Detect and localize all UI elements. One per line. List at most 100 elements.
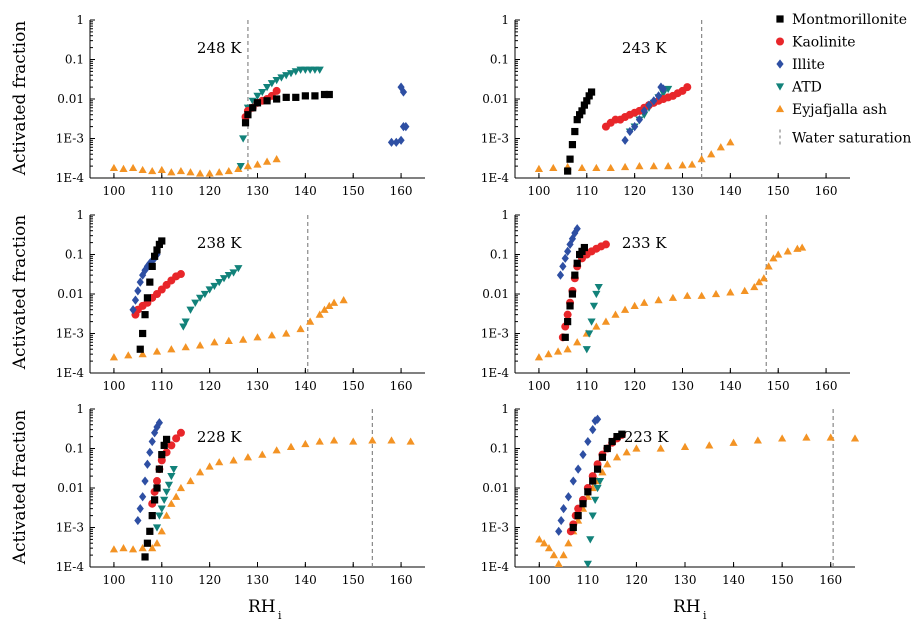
point-eyjafjalla-ash [205,169,214,177]
x-tick-label: 100 [102,184,125,198]
point-kaolinite [683,83,692,92]
x-tick-label: 160 [390,184,413,198]
panel-223-k: 1 0.1 0.01 1E-3 1E-4 100 110 120 130 140 150 160 223… [481,402,860,587]
point-illite [387,137,396,147]
series-kaolinite [131,270,185,319]
x-axis-label-right-sub: i [703,609,707,622]
point-eyjafjalla-ash [802,433,811,441]
x-tick-label: 160 [815,379,838,393]
y-tick-label: 1E-3 [481,521,509,535]
point-montmorillonite [579,500,587,508]
point-montmorillonite [566,155,574,163]
series-kaolinite [601,83,692,131]
point-atd [585,330,594,338]
point-illite [593,414,602,424]
x-tick-label: 140 [719,379,742,393]
point-eyjafjalla-ash [215,168,224,176]
point-eyjafjalla-ash [601,317,611,325]
y-tick-label: 0.01 [482,481,509,495]
point-montmorillonite [143,294,152,302]
x-axis-label-left-main: RH [248,597,276,617]
point-illite [631,122,639,132]
point-eyjafjalla-ash [783,247,792,255]
point-montmorillonite [311,92,319,100]
panel-228-k: 1 0.1 0.01 1E-3 1E-4 100 110 120 130 140 150 160 228… [56,402,425,587]
x-axis-label-left-sub: i [278,609,282,622]
y-tick-label: 1 [76,402,84,416]
point-eyjafjalla-ash [612,453,622,461]
point-eyjafjalla-ash [664,162,673,170]
point-montmorillonite [585,92,593,100]
point-illite [155,418,163,428]
legend-item-kaolinite: Kaolinite [776,35,856,51]
point-eyjafjalla-ash [563,345,572,353]
series-montmorillonite [564,88,596,175]
point-eyjafjalla-ash [315,310,324,318]
point-illite [579,450,587,460]
point-eyjafjalla-ash [778,434,787,442]
point-montmorillonite [241,119,250,127]
point-illite [143,459,152,469]
point-montmorillonite [603,444,611,453]
point-illite [397,135,405,145]
point-montmorillonite [587,88,596,96]
panel-title: 248 K [197,39,242,57]
point-eyjafjalla-ash [774,250,783,258]
point-eyjafjalla-ash [243,162,253,170]
x-tick-label: 140 [719,184,742,198]
point-eyjafjalla-ash [109,163,119,172]
point-atd [593,484,602,493]
point-illite [556,270,565,280]
point-eyjafjalla-ash [167,345,176,353]
point-montmorillonite [136,345,144,353]
point-illite [559,261,567,271]
point-montmorillonite [613,433,621,441]
legend-marker [775,83,785,91]
series-montmorillonite [141,435,171,561]
point-illite [569,476,577,486]
panel-248-k: 1 0.1 0.01 1E-3 1E-4 100 110 120 130 140 150 160 248… [56,13,425,198]
point-montmorillonite [608,437,616,446]
point-atd [267,80,276,88]
series-montmorillonite [241,90,333,127]
y-tick-label: 1E-3 [481,327,509,341]
point-atd [282,72,291,80]
point-montmorillonite [561,333,569,341]
x-tick-label: 150 [342,573,365,587]
point-kaolinite [157,456,166,465]
point-atd [167,473,176,481]
series-kaolinite [148,428,185,508]
point-montmorillonite [573,259,581,267]
point-montmorillonite [158,237,166,245]
point-illite [589,425,597,435]
point-illite [654,91,663,101]
x-tick-label: 160 [815,184,838,198]
series-atd [236,66,324,171]
point-atd [586,536,595,544]
point-eyjafjalla-ash [549,163,558,172]
y-tick-label: 1E-4 [56,366,85,380]
point-montmorillonite [320,90,329,99]
point-atd [591,496,600,504]
point-montmorillonite [564,167,572,175]
point-eyjafjalla-ash [707,150,716,158]
x-axis-label-right: RH i [673,597,707,622]
point-illite [621,135,629,145]
point-eyjafjalla-ash [224,336,233,344]
point-montmorillonite [576,111,584,119]
point-atd [286,70,296,78]
point-eyjafjalla-ash [329,436,339,444]
point-eyjafjalla-ash [148,544,157,552]
x-tick-label: 120 [198,573,221,587]
point-montmorillonite [160,441,168,449]
point-illite [640,106,648,116]
point-illite [134,515,142,526]
point-eyjafjalla-ash [683,291,692,299]
point-montmorillonite [141,553,149,561]
point-montmorillonite [573,116,581,124]
point-eyjafjalla-ash [826,433,835,441]
point-eyjafjalla-ash [253,333,262,341]
point-atd [291,68,300,76]
point-eyjafjalla-ash [649,162,658,170]
point-montmorillonite [598,453,607,461]
